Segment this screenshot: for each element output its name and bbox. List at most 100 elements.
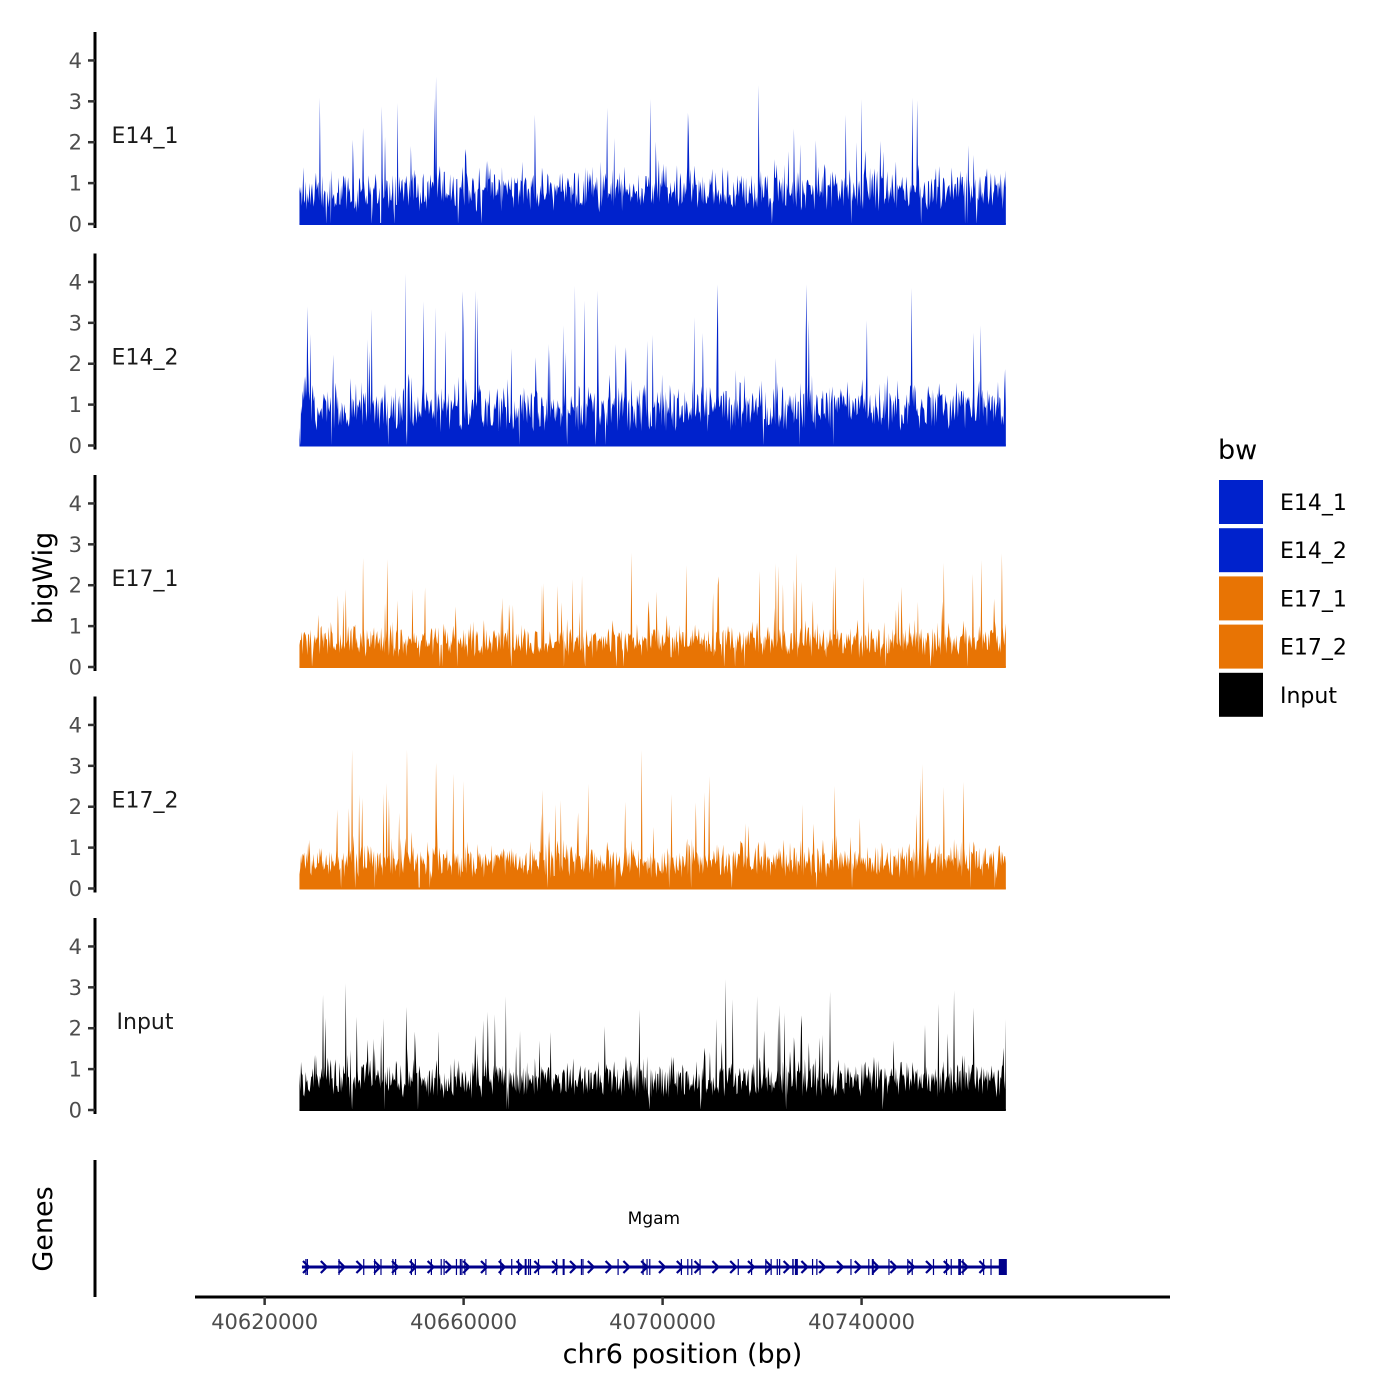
strand-arrow: [693, 1260, 703, 1274]
strand-arrow: [302, 1260, 311, 1274]
y-tick-label: 1: [69, 172, 82, 196]
track-label: E17_1: [112, 567, 179, 592]
y-tick-label: 1: [69, 836, 82, 860]
strand-arrow: [854, 1260, 863, 1274]
y-tick-label: 4: [69, 49, 82, 73]
strand-arrow: [658, 1260, 667, 1274]
y-tick-label: 2: [69, 131, 82, 155]
y-axis-title: bigWig: [28, 532, 59, 625]
track-e14-2: 0 1 2 3 4 E14_2: [69, 253, 1006, 458]
strand-arrow: [640, 1260, 649, 1274]
genes-panel-title: Genes: [28, 1186, 59, 1271]
strand-arrow: [533, 1260, 542, 1274]
y-tick-label: 0: [69, 1099, 82, 1123]
track-label: E14_2: [112, 346, 179, 371]
legend-label: E17_1: [1280, 587, 1347, 612]
legend-label: E14_2: [1280, 539, 1347, 564]
coverage-area: [299, 749, 1006, 889]
y-tick-label: 1: [69, 1058, 82, 1082]
strand-arrow: [587, 1260, 596, 1274]
gene-label: Mgam: [628, 1209, 680, 1229]
strand-arrow: [622, 1260, 631, 1274]
strand-arrow: [355, 1260, 364, 1274]
legend-entry: E14_1: [1219, 480, 1347, 524]
y-tick-label: 0: [69, 877, 82, 901]
coverage-area: [299, 76, 1006, 224]
strand-arrow: [978, 1260, 987, 1274]
strand-arrow: [800, 1260, 809, 1274]
y-tick-label: 0: [69, 656, 82, 680]
strand-arrow: [426, 1260, 436, 1274]
strand-arrow: [729, 1260, 738, 1274]
y-tick-label: 4: [69, 935, 82, 959]
track-e14-1: 0 1 2 3 4 E14_1: [69, 32, 1006, 237]
genes-panel: Mgam: [93, 1160, 1007, 1297]
track-label: Input: [117, 1010, 174, 1035]
y-tick-label: 3: [69, 311, 82, 335]
y-tick-label: 2: [69, 795, 82, 819]
strand-arrow: [676, 1260, 685, 1274]
strand-arrow: [551, 1260, 560, 1274]
y-tick-label: 3: [69, 533, 82, 557]
y-tick-label: 4: [69, 270, 82, 294]
y-tick-label: 0: [69, 213, 82, 237]
y-tick-label: 2: [69, 574, 82, 598]
x-tick-label: 40620000: [211, 1310, 318, 1334]
coverage-area: [299, 552, 1006, 667]
legend-label: E17_2: [1280, 636, 1347, 661]
legend-entry: E14_2: [1219, 528, 1347, 573]
strand-arrow: [462, 1260, 471, 1274]
strand-arrow: [871, 1260, 881, 1274]
legend-title: bw: [1218, 435, 1257, 466]
strand-arrow: [498, 1260, 507, 1274]
strand-arrow: [960, 1260, 970, 1274]
strand-arrow: [782, 1260, 792, 1274]
strand-arrow: [391, 1260, 400, 1274]
legend-label: E14_1: [1280, 491, 1347, 516]
gene-mgam: Mgam: [301, 1209, 1007, 1275]
y-tick-label: 2: [69, 352, 82, 376]
y-tick-label: 4: [69, 492, 82, 516]
strand-arrow: [320, 1260, 329, 1274]
strand-arrow: [925, 1260, 934, 1274]
y-tick-label: 0: [69, 434, 82, 458]
coverage-area: [299, 273, 1006, 446]
gene-end-block: [999, 1259, 1007, 1275]
strand-arrow: [765, 1260, 774, 1274]
legend-swatch: [1219, 624, 1263, 669]
strand-arrow: [337, 1260, 347, 1274]
strand-arrow: [747, 1260, 756, 1274]
legend-entry: Input: [1219, 672, 1337, 717]
x-tick-label: 40740000: [808, 1310, 915, 1334]
strand-arrow: [409, 1260, 418, 1274]
strand-arrow: [604, 1260, 614, 1274]
legend: bw E14_1 E14_2 E17_1 E17_2 Input: [1218, 435, 1347, 717]
legend-swatch: [1219, 528, 1263, 573]
strand-arrow: [480, 1260, 489, 1274]
x-axis: 40620000 40660000 40700000 40740000: [195, 1295, 1170, 1334]
y-tick-label: 4: [69, 713, 82, 737]
legend-swatch: [1219, 672, 1263, 717]
legend-swatch: [1219, 576, 1263, 621]
y-tick-label: 3: [69, 90, 82, 114]
y-tick-label: 2: [69, 1017, 82, 1041]
track-label: E14_1: [112, 124, 179, 149]
legend-entry: E17_1: [1219, 576, 1347, 621]
y-tick-label: 1: [69, 393, 82, 417]
track-label: E17_2: [112, 789, 179, 814]
legend-entry: E17_2: [1219, 624, 1347, 669]
track-e17-1: 0 1 2 3 4 E17_1: [69, 475, 1006, 680]
strand-arrow: [836, 1260, 845, 1274]
strand-arrow: [907, 1260, 916, 1274]
y-tick-label: 3: [69, 976, 82, 1000]
strand-arrow: [569, 1260, 578, 1274]
y-tick-label: 3: [69, 754, 82, 778]
strand-arrow: [444, 1260, 453, 1274]
tracks-layer: 0 1 2 3 4 E14_1 0 1 2 3 4 E14_2 0 1 2 3 4 E17_1 0 1 2 3 4 E17_2…: [69, 32, 1006, 1123]
legend-label: Input: [1280, 684, 1337, 709]
strand-arrow: [818, 1260, 827, 1274]
legend-swatch: [1219, 480, 1263, 524]
y-tick-label: 1: [69, 615, 82, 639]
x-tick-label: 40660000: [410, 1310, 517, 1334]
